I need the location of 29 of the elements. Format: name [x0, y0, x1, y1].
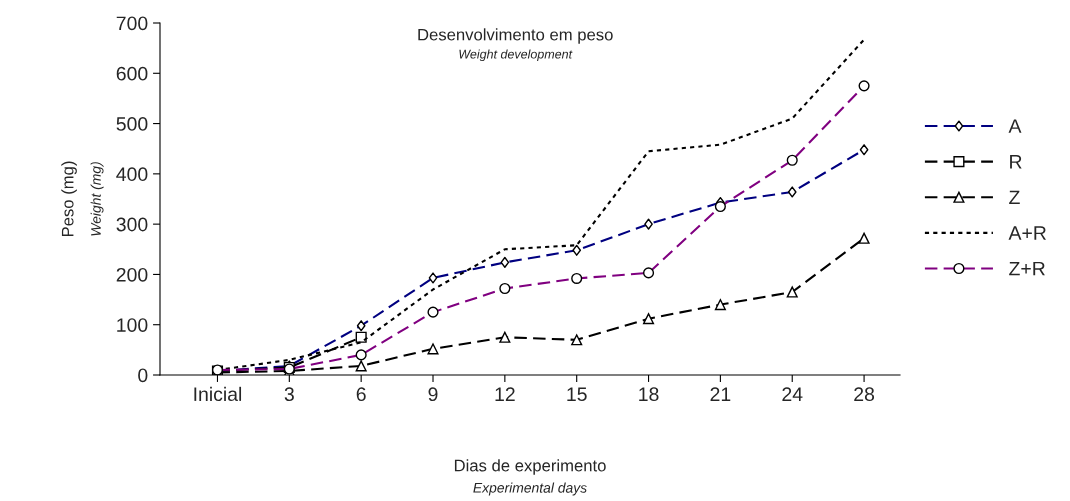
x-tick-label: 12	[495, 387, 515, 401]
legend-label: Z	[1009, 190, 1020, 205]
y-axis-title: Peso (mg)	[61, 161, 77, 237]
text: Weight development	[459, 49, 573, 62]
legend-label: R	[1010, 155, 1022, 169]
legend-label: A	[1008, 119, 1022, 133]
y-tick-label: 0	[138, 368, 148, 383]
x-tick-label: 3	[284, 387, 294, 402]
x-axis-title: Dias de experimento	[454, 459, 606, 475]
x-tick-label: 21	[710, 387, 731, 401]
x-tick-label: 15	[567, 387, 587, 402]
y-tick-label: 100	[117, 318, 148, 332]
x-tick-label: Inicial	[194, 386, 242, 402]
x-tick-label: 28	[854, 387, 875, 402]
x-tick-label: 9	[428, 387, 438, 402]
legend-label: A+R	[1008, 226, 1046, 240]
legend-label: Z+R	[1009, 261, 1045, 276]
y-tick-label: 300	[116, 217, 148, 232]
text: Weight (mg)	[90, 162, 104, 236]
x-tick-label: 6	[356, 387, 366, 402]
x-tick-label: 18	[639, 387, 659, 402]
y-tick-label: 500	[116, 117, 148, 131]
y-tick-label: 700	[116, 16, 148, 31]
chart-title: Desenvolvimento em peso	[418, 28, 613, 44]
y-tick-label: 400	[116, 167, 148, 182]
y-tick-label: 200	[116, 267, 148, 282]
y-tick-label: 600	[116, 66, 148, 81]
text: Experimental days	[473, 482, 587, 496]
x-tick-label: 24	[782, 387, 803, 401]
